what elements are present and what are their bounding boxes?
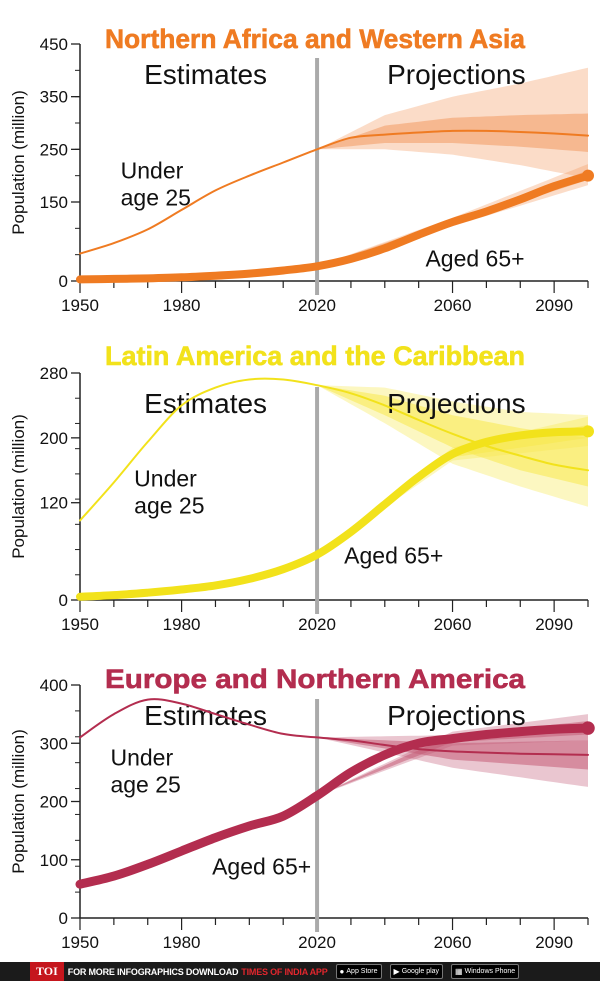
series-label-under-25: Under age 25 (134, 466, 204, 519)
series-line-aged-65 (76, 171, 592, 284)
y-axis-label: Population (million) (9, 414, 28, 559)
series-label-line: Aged 65+ (425, 245, 524, 271)
x-tick-label: 2090 (535, 615, 573, 634)
chart-title: Northern Africa and Western Asia (105, 24, 526, 54)
series-label-line: age 25 (134, 493, 204, 519)
series-label-line: Under (121, 157, 184, 183)
x-tick-label: 2060 (434, 296, 472, 315)
y-tick-label: 350 (40, 88, 68, 107)
series-label-under-25: Under age 25 (110, 744, 180, 797)
series-label-line: Under (110, 744, 173, 770)
series-label-line: Under (134, 466, 197, 492)
x-tick-label: 2090 (535, 296, 573, 315)
footer-bar: TOI FOR MORE INFOGRAPHICS DOWNLOAD TIMES… (0, 962, 600, 981)
estimates-label: Estimates (144, 59, 267, 90)
x-tick-label: 2020 (298, 615, 336, 634)
x-tick-label: 2020 (298, 933, 336, 952)
series-label-line: age 25 (110, 771, 180, 797)
y-tick-label: 0 (59, 909, 68, 928)
y-tick-label: 400 (40, 676, 68, 695)
series-label-line: Aged 65+ (344, 543, 443, 569)
x-tick-label: 1980 (163, 933, 201, 952)
series-label-aged-65: Aged 65+ (212, 853, 311, 879)
estimates-label: Estimates (144, 388, 267, 419)
y-tick-label: 200 (40, 793, 68, 812)
series-line-under-25 (79, 129, 589, 255)
x-tick-label: 1950 (61, 933, 99, 952)
series-line-under-25 (79, 698, 589, 756)
series-label-aged-65: Aged 65+ (425, 245, 524, 271)
x-tick-label: 2060 (434, 933, 472, 952)
chart-panel-1: 0 150 250 350 450 Population (million) 1950 198… (9, 24, 594, 315)
series-end-marker (582, 425, 594, 438)
y-tick-label: 450 (40, 35, 68, 54)
toi-logo: TOI (30, 962, 64, 981)
series-end-marker (582, 169, 594, 182)
x-tick-label: 1950 (61, 615, 99, 634)
projections-label: Projections (387, 59, 526, 90)
x-tick-label: 2060 (434, 615, 472, 634)
chart-title: Latin America and the Caribbean (105, 341, 525, 371)
series-label-under-25: Under age 25 (121, 157, 191, 210)
projection-band-aged-65-outer (317, 416, 588, 555)
series-line-under-25 (79, 377, 589, 522)
footer-app-name[interactable]: TIMES OF INDIA APP (241, 966, 328, 977)
y-tick-label: 150 (40, 193, 68, 212)
projection-band-under-25-inner (317, 385, 588, 487)
y-tick-label: 120 (40, 494, 68, 513)
x-tick-label: 2020 (298, 296, 336, 315)
app-store-badge[interactable]: ● App Store (335, 964, 382, 979)
google-play-icon: ▶ (393, 967, 400, 976)
series-line-aged-65 (76, 427, 592, 601)
estimates-label: Estimates (144, 700, 267, 731)
app-store-label: App Store (346, 968, 378, 975)
projections-label: Projections (387, 388, 526, 419)
footer-cta-text: FOR MORE INFOGRAPHICS DOWNLOAD (67, 966, 239, 977)
projection-band-under-25-inner (317, 113, 588, 152)
chart-title: Europe and Northern America (105, 664, 526, 694)
x-tick-label: 1980 (163, 615, 201, 634)
windows-phone-badge[interactable]: ▦ Windows Phone (451, 964, 520, 979)
google-play-badge[interactable]: ▶ Google play (389, 964, 444, 979)
windows-phone-label: Windows Phone (464, 968, 516, 975)
y-axis-label: Population (million) (9, 90, 28, 235)
chart-panel-3: 0 100 200 300 400 Population (million) 1950 198… (9, 664, 595, 952)
y-tick-label: 0 (59, 591, 68, 610)
chart-panel-2: 0 120 200 280 Population (million) 1950 1980 20… (9, 341, 594, 634)
y-tick-label: 300 (40, 734, 68, 753)
series-label-aged-65: Aged 65+ (344, 543, 443, 569)
apple-icon: ● (339, 967, 345, 976)
x-tick-label: 1980 (163, 296, 201, 315)
x-tick-label: 1950 (61, 296, 99, 315)
y-tick-label: 200 (40, 429, 68, 448)
series-end-marker (581, 721, 595, 735)
google-play-label: Google play (401, 968, 440, 975)
y-tick-label: 280 (40, 364, 68, 383)
series-line-aged-65 (75, 723, 593, 889)
y-tick-label: 250 (40, 140, 68, 159)
y-axis-label: Population (million) (9, 729, 28, 874)
y-tick-label: 0 (59, 272, 68, 291)
x-tick-label: 2090 (535, 933, 573, 952)
series-label-line: age 25 (121, 184, 191, 210)
projections-label: Projections (387, 700, 526, 731)
windows-icon: ▦ (455, 967, 463, 976)
series-label-line: Aged 65+ (212, 853, 311, 879)
y-tick-label: 100 (40, 851, 68, 870)
